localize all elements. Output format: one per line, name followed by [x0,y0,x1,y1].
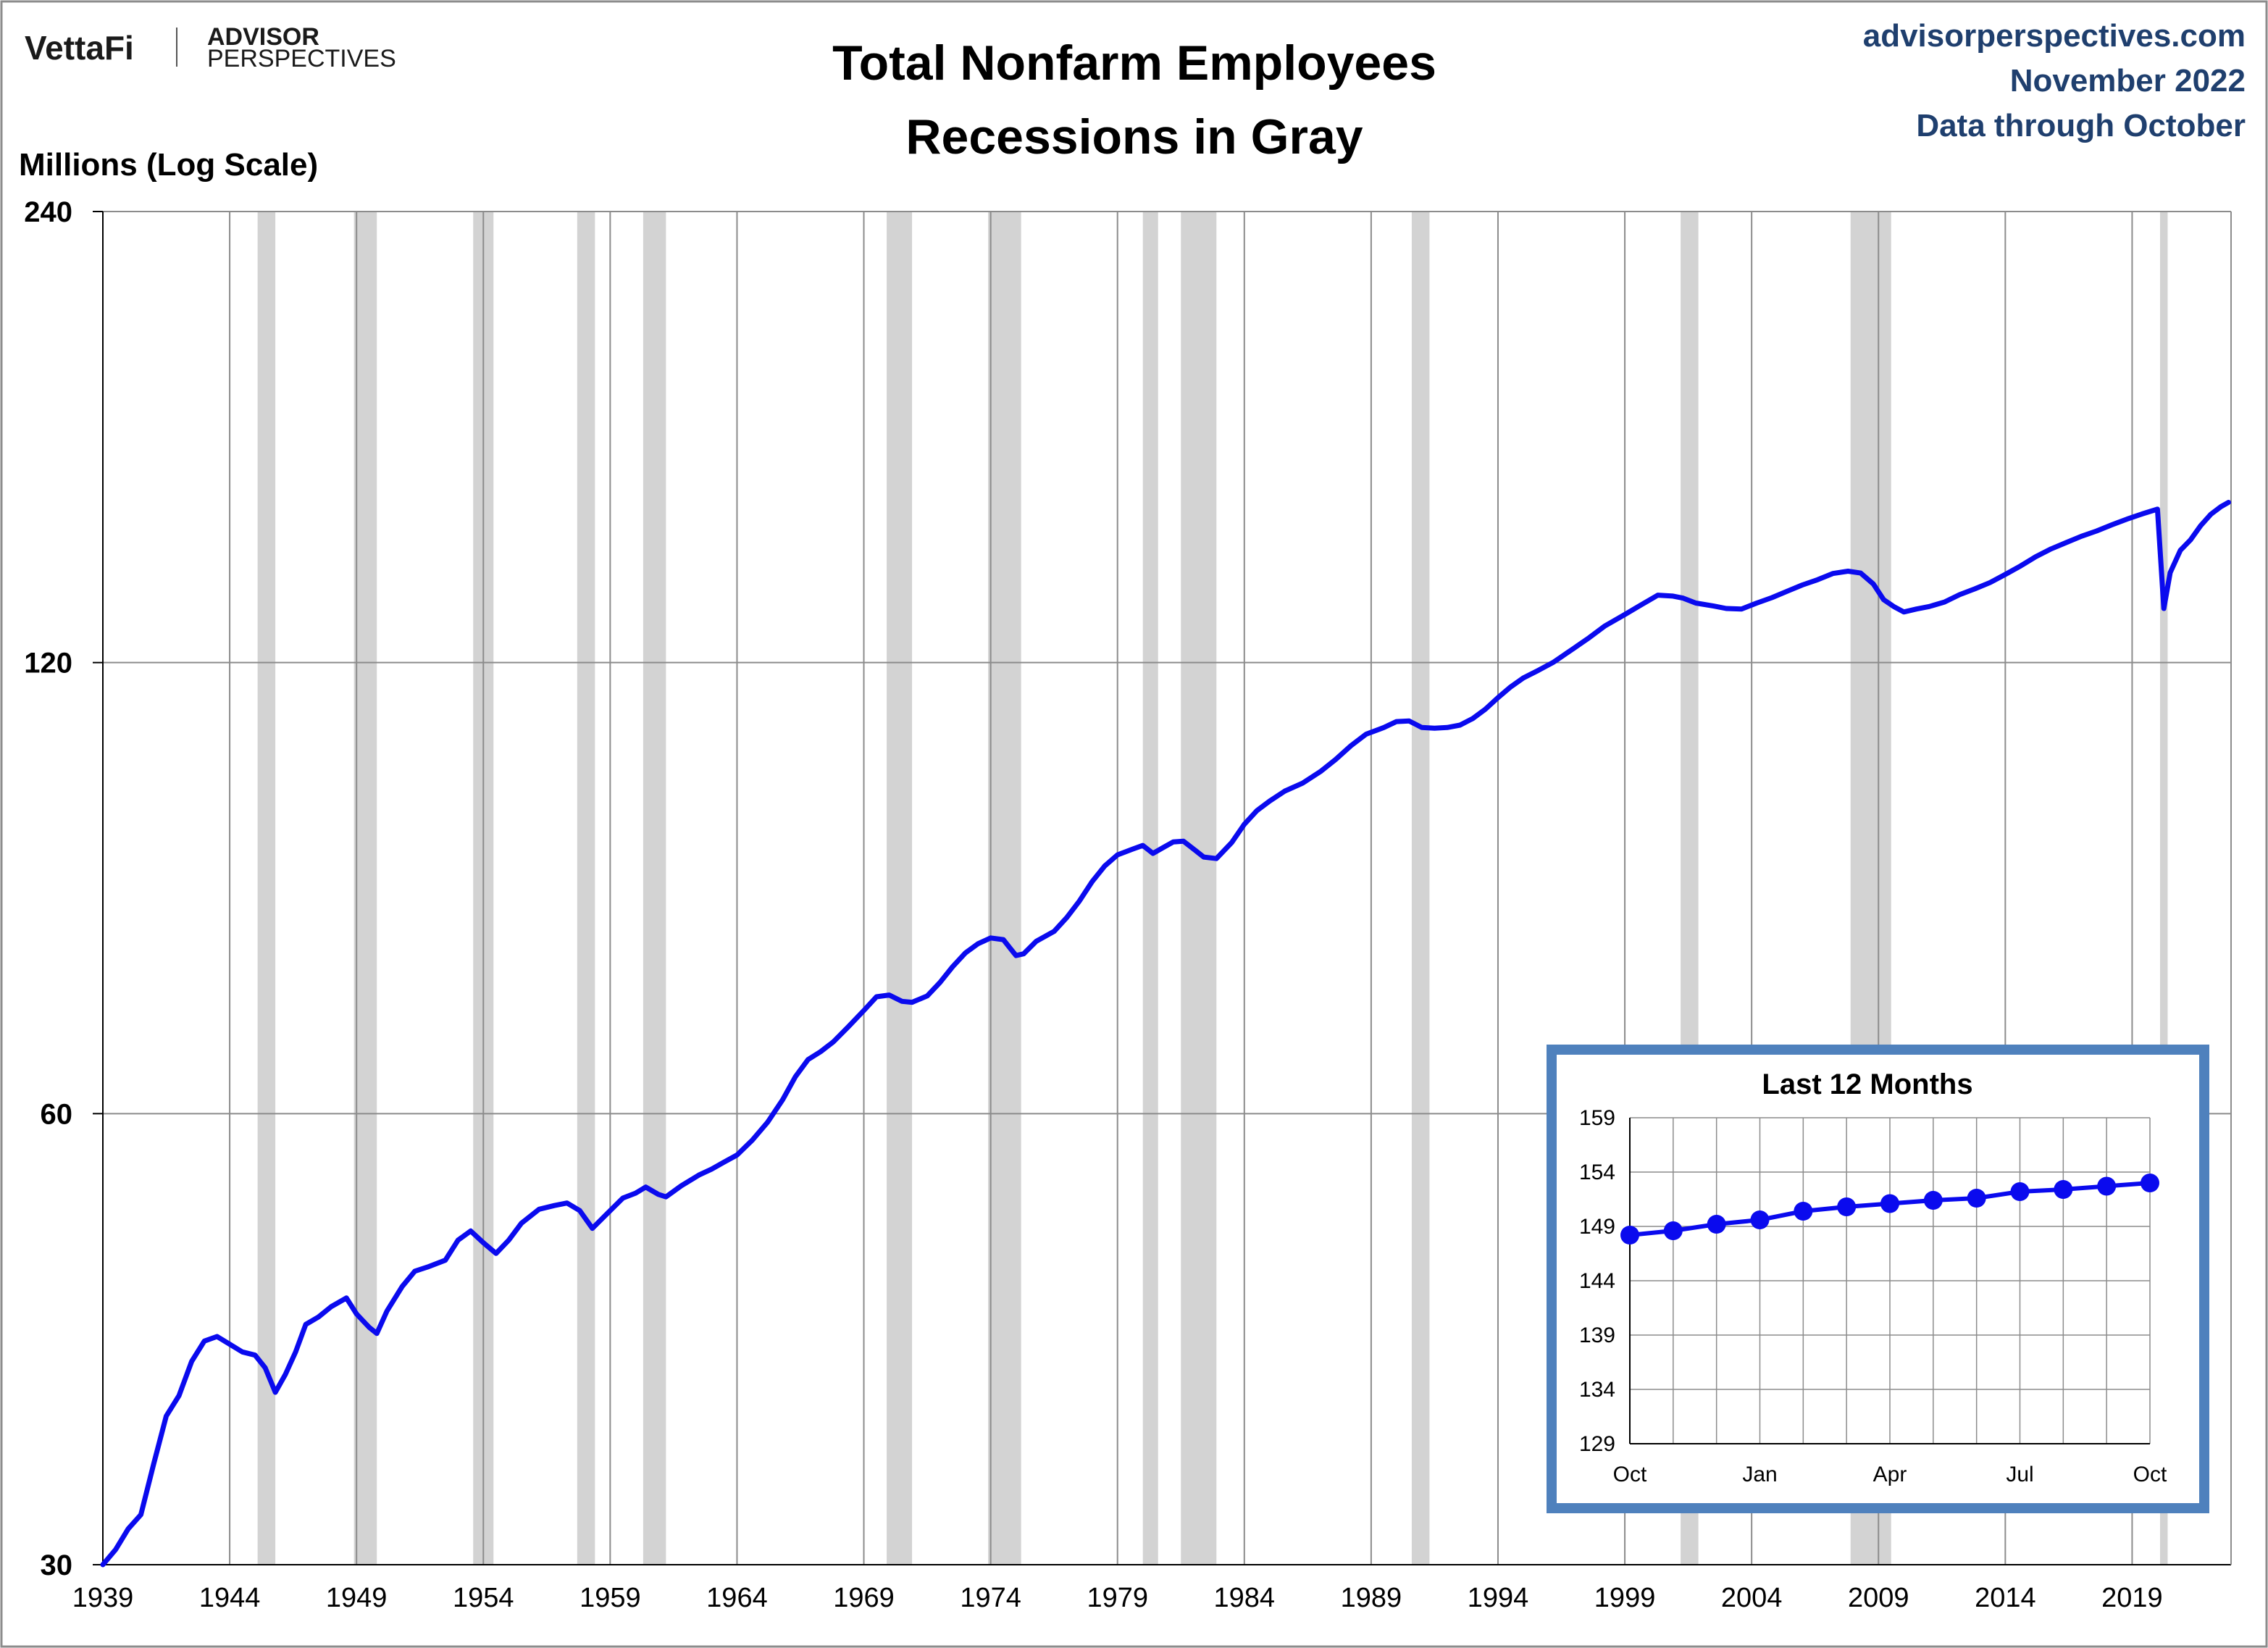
logo-vettafi: VettaFi [25,29,134,67]
inset-x-tick-label-3: Jul [2006,1463,2033,1486]
recession-band-0 [257,212,276,1565]
x-tick-label-1999: 1999 [1594,1583,1656,1613]
y-tick-label-60: 60 [41,1098,73,1130]
x-tick-label-1984: 1984 [1214,1583,1276,1613]
inset-markers [1620,1174,2159,1245]
inset-point-7 [1923,1191,1943,1210]
chart-title: Total Nonfarm Employees [832,35,1436,91]
logo-advisor: ADVISOR [207,23,319,51]
inset-point-1 [1663,1221,1683,1240]
inset-frame [1547,1045,2209,1513]
inset-title: Last 12 Months [1762,1068,1972,1100]
axes [102,212,2232,1565]
x-tick-label-1969: 1969 [833,1583,895,1613]
recession-band-4 [643,212,666,1565]
inset-y-tick-label-149: 149 [1579,1215,1615,1239]
recession-band-9 [1411,212,1430,1565]
inset-y-tick-label-154: 154 [1579,1160,1615,1184]
inset-gridlines [1629,1117,2151,1444]
recession-band-7 [1142,212,1158,1565]
recession-band-12 [2159,212,2168,1565]
x-tick-label-1964: 1964 [706,1583,768,1613]
inset-point-12 [2141,1174,2159,1192]
inset-y-tick-label-159: 159 [1579,1106,1615,1130]
x-tick-label-1949: 1949 [326,1583,388,1613]
header-data-note: Data through October [1916,108,2246,143]
inset-x-tick-label-4: Oct [2133,1463,2167,1486]
y-tick-label-120: 120 [24,648,72,679]
x-tick-label-1989: 1989 [1341,1583,1402,1613]
inset-point-2 [1707,1215,1726,1234]
x-tick-label-2014: 2014 [1975,1583,2036,1613]
x-tick-label-1959: 1959 [579,1583,641,1613]
recession-band-8 [1181,212,1217,1565]
inset-y-tick-label-144: 144 [1579,1269,1615,1293]
inset-x-tick-label-1: Jan [1742,1463,1777,1486]
inset-point-5 [1837,1197,1857,1216]
inset-point-0 [1620,1226,1639,1245]
inset-point-10 [2054,1180,2073,1199]
x-tick-label-2009: 2009 [1848,1583,1909,1613]
y-axis-label: Millions (Log Scale) [19,147,318,183]
inset-last-12-months: Last 12 Months 129 134 139 144 149 154 159 Oct J… [1547,1045,2209,1513]
inset-y-tick-label-129: 129 [1579,1432,1615,1456]
x-tick-label-1939: 1939 [72,1583,134,1613]
x-tick-label-1979: 1979 [1087,1583,1148,1613]
series-line-total-nonfarm [100,500,2231,1568]
logo: VettaFi ADVISOR PERSPECTIVES [25,23,396,72]
inset-y-tick-label-134: 134 [1579,1378,1615,1402]
recession-band-3 [577,212,595,1565]
inset-y-tick-label-139: 139 [1579,1323,1615,1347]
x-tick-label-2019: 2019 [2101,1583,2163,1613]
recession-band-1 [353,212,377,1565]
y-tick-label-30: 30 [41,1549,73,1581]
inset-x-tick-label-0: Oct [1613,1463,1647,1486]
header-site: advisorperspectives.com [1863,18,2246,54]
inset-point-11 [2097,1176,2117,1196]
header-date: November 2022 [2010,63,2246,99]
inset-point-9 [2010,1182,2030,1201]
logo-perspectives: PERSPECTIVES [207,45,396,72]
inset-point-8 [1967,1189,1986,1208]
recession-band-6 [988,212,1021,1565]
inset-tick-labels: 129 134 139 144 149 154 159 Oct Jan Apr Jul Oct [1579,1106,2167,1486]
inset-x-tick-label-2: Apr [1873,1463,1907,1486]
tick-labels: 1939 1944 1949 1954 1959 1964 1969 1974 1979 1984… [24,196,2162,1613]
inset-point-3 [1750,1210,1770,1229]
x-tick-label-1954: 1954 [453,1583,514,1613]
recession-band-5 [887,212,913,1565]
chart-subtitle: Recessions in Gray [905,109,1363,164]
x-tick-label-1974: 1974 [960,1583,1021,1613]
inset-point-6 [1880,1194,1899,1213]
x-tick-label-2004: 2004 [1721,1583,1783,1613]
x-tick-label-1994: 1994 [1468,1583,1529,1613]
x-tick-label-1944: 1944 [199,1583,261,1613]
inset-point-4 [1794,1202,1813,1221]
y-tick-label-240: 240 [24,196,72,228]
